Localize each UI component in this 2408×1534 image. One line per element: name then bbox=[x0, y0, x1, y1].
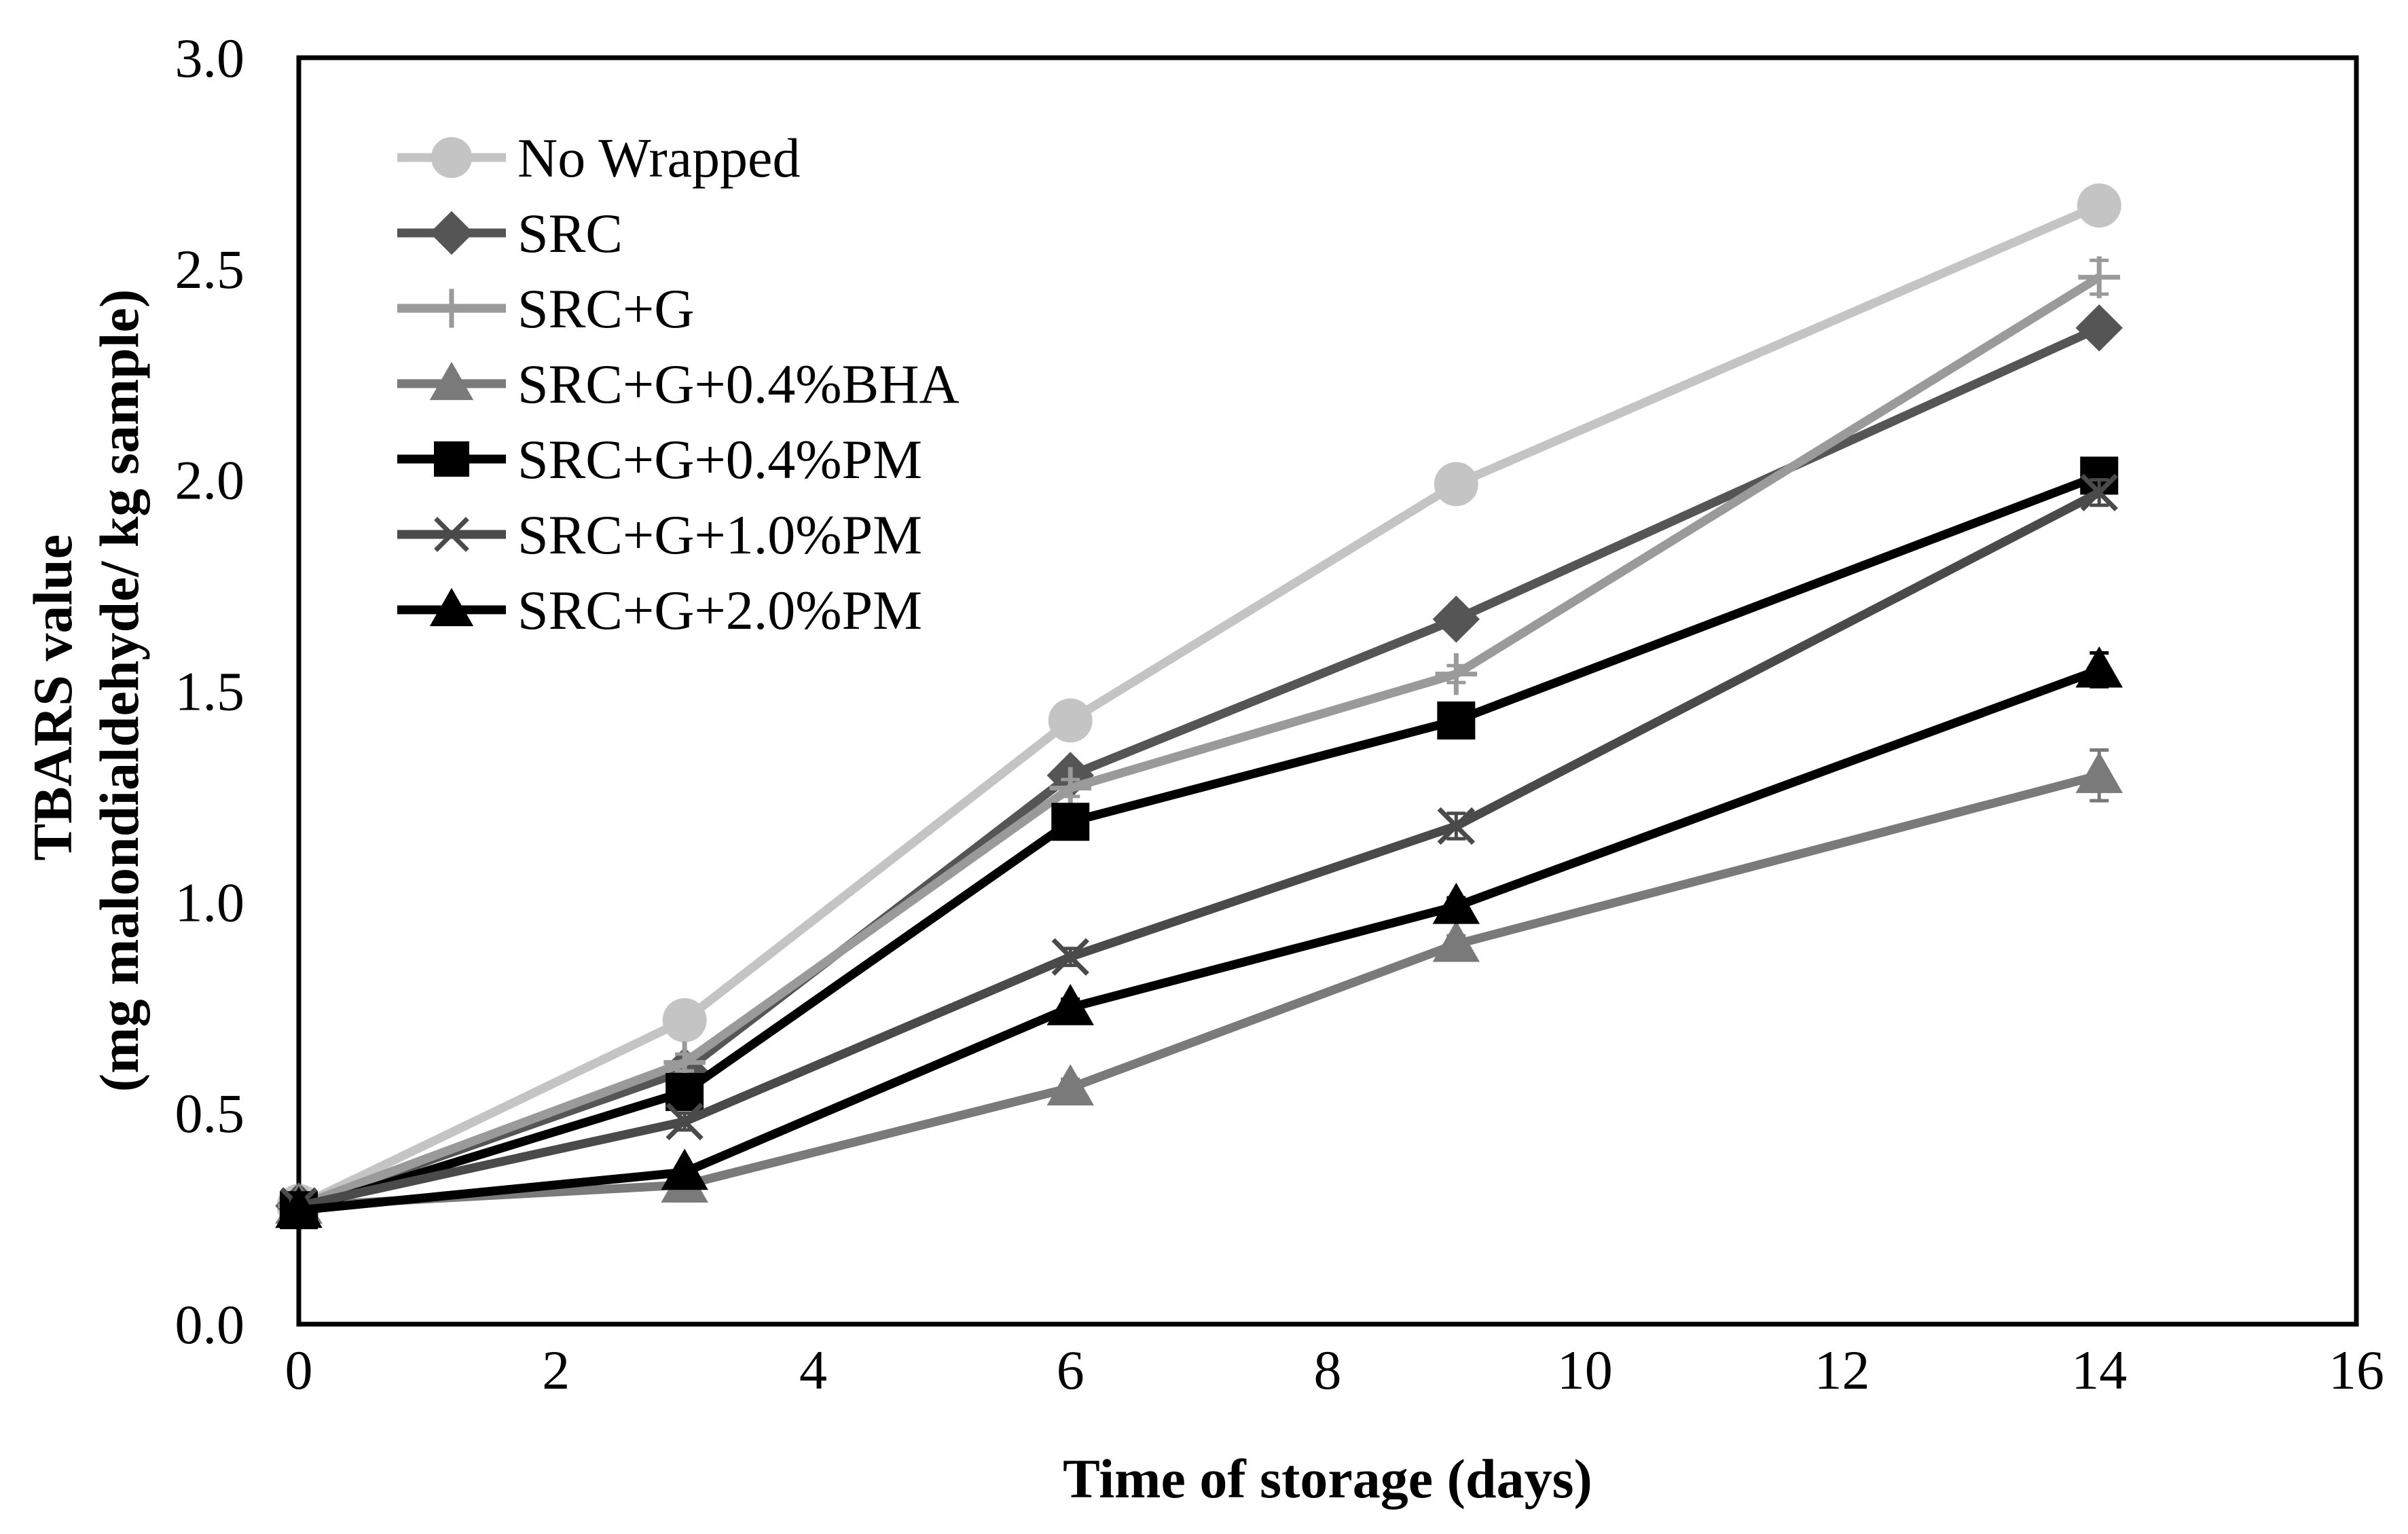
x-marker bbox=[1437, 807, 1476, 845]
triangle-marker bbox=[429, 587, 474, 627]
y-axis-title-line-1: TBARS value bbox=[22, 534, 84, 861]
legend-entry: SRC bbox=[397, 202, 623, 264]
x-tick-label: 2 bbox=[542, 1339, 570, 1401]
legend: No Wrapped SRC SRC+G SRC+G+0.4%BHA SRC+G+0.4… bbox=[397, 127, 960, 641]
legend-entry: SRC+G+2.0%PM bbox=[397, 579, 922, 641]
triangle-marker bbox=[275, 1186, 323, 1228]
square-marker bbox=[1437, 701, 1476, 740]
series-line bbox=[298, 771, 2100, 1211]
legend-label: SRC+G+1.0%PM bbox=[517, 504, 922, 566]
legend-label: SRC bbox=[517, 202, 623, 264]
triangle-marker bbox=[1046, 984, 1094, 1025]
x-tick-label: 10 bbox=[1557, 1339, 1613, 1401]
triangle-marker bbox=[1432, 920, 1480, 962]
diamond-marker bbox=[2075, 304, 2123, 352]
y-tick-label: 3.0 bbox=[175, 27, 245, 89]
y-tick-label: 2.0 bbox=[175, 450, 245, 511]
y-tick-label: 0.0 bbox=[175, 1294, 245, 1355]
legend-label: SRC+G bbox=[517, 278, 694, 340]
series-layer bbox=[275, 183, 2123, 1230]
x-tick-label: 8 bbox=[1314, 1339, 1342, 1401]
legend-entry: SRC+G+0.4%BHA bbox=[397, 353, 960, 415]
y-tick-label: 2.5 bbox=[175, 238, 245, 300]
circle-marker bbox=[1434, 462, 1478, 507]
x-marker bbox=[2080, 473, 2118, 511]
x-tick-label: 4 bbox=[799, 1339, 827, 1401]
x-tick-label: 6 bbox=[1057, 1339, 1084, 1401]
y-tick-label: 0.5 bbox=[175, 1082, 245, 1144]
triangle-marker bbox=[429, 361, 474, 401]
square-marker bbox=[665, 1073, 704, 1112]
legend-entry: No Wrapped bbox=[397, 127, 800, 189]
circle-marker bbox=[1048, 698, 1093, 743]
legend-label: No Wrapped bbox=[517, 127, 800, 189]
triangle-marker bbox=[2075, 646, 2123, 688]
legend-entry: SRC+G+0.4%PM bbox=[397, 428, 922, 490]
legend-entry: SRC+G bbox=[397, 278, 694, 340]
series-0 bbox=[276, 183, 2121, 1228]
square-marker bbox=[434, 441, 469, 477]
x-tick-label: 12 bbox=[1814, 1339, 1870, 1401]
y-tick-labels: 0.0 0.5 1.0 1.5 2.0 2.5 3.0 bbox=[175, 27, 245, 1355]
x-axis-title: Time of storage (days) bbox=[1063, 1448, 1592, 1510]
x-marker bbox=[434, 517, 469, 552]
y-axis-title: TBARS value (mg malondialdehyde/ kg samp… bbox=[22, 289, 150, 1092]
legend-label: SRC+G+2.0%PM bbox=[517, 579, 922, 641]
circle-marker bbox=[2077, 183, 2121, 228]
triangle-marker bbox=[661, 1148, 708, 1190]
circle-marker bbox=[431, 136, 473, 179]
triangle-marker bbox=[1432, 882, 1480, 924]
legend-label: SRC+G+0.4%BHA bbox=[517, 353, 960, 415]
legend-entry: SRC+G+1.0%PM bbox=[397, 504, 922, 566]
x-tick-label: 14 bbox=[2071, 1339, 2127, 1401]
x-tick-labels: 0 2 4 6 8 10 12 14 16 bbox=[285, 1339, 2385, 1401]
plus-marker bbox=[1435, 653, 1478, 695]
y-axis-title-line-2: (mg malondialdehyde/ kg sample) bbox=[88, 289, 150, 1092]
circle-marker bbox=[662, 998, 707, 1042]
plot-frame bbox=[296, 55, 2359, 1327]
series-line bbox=[297, 273, 2102, 1211]
x-marker bbox=[1051, 938, 1089, 976]
diamond-marker bbox=[1432, 596, 1480, 643]
x-tick-label: 16 bbox=[2329, 1339, 2384, 1401]
legend-label: SRC+G+0.4%PM bbox=[517, 428, 922, 490]
series-6 bbox=[275, 646, 2123, 1228]
x-marker bbox=[665, 1102, 704, 1141]
plus-marker bbox=[432, 289, 471, 328]
triangle-marker bbox=[1046, 1064, 1094, 1106]
plus-marker bbox=[2078, 256, 2121, 299]
x-tick-label: 0 bbox=[285, 1339, 313, 1401]
diamond-marker bbox=[429, 211, 474, 255]
y-tick-label: 1.0 bbox=[175, 871, 245, 933]
square-marker bbox=[1051, 803, 1090, 841]
plus-marker bbox=[1049, 767, 1092, 809]
triangle-marker bbox=[2075, 752, 2123, 793]
y-tick-label: 1.5 bbox=[175, 661, 245, 723]
plot-axes: 0 2 4 6 8 10 12 14 16 0.0 0.5 1.0 1.5 2.0 2.5 3.0 bbox=[175, 27, 2385, 1401]
